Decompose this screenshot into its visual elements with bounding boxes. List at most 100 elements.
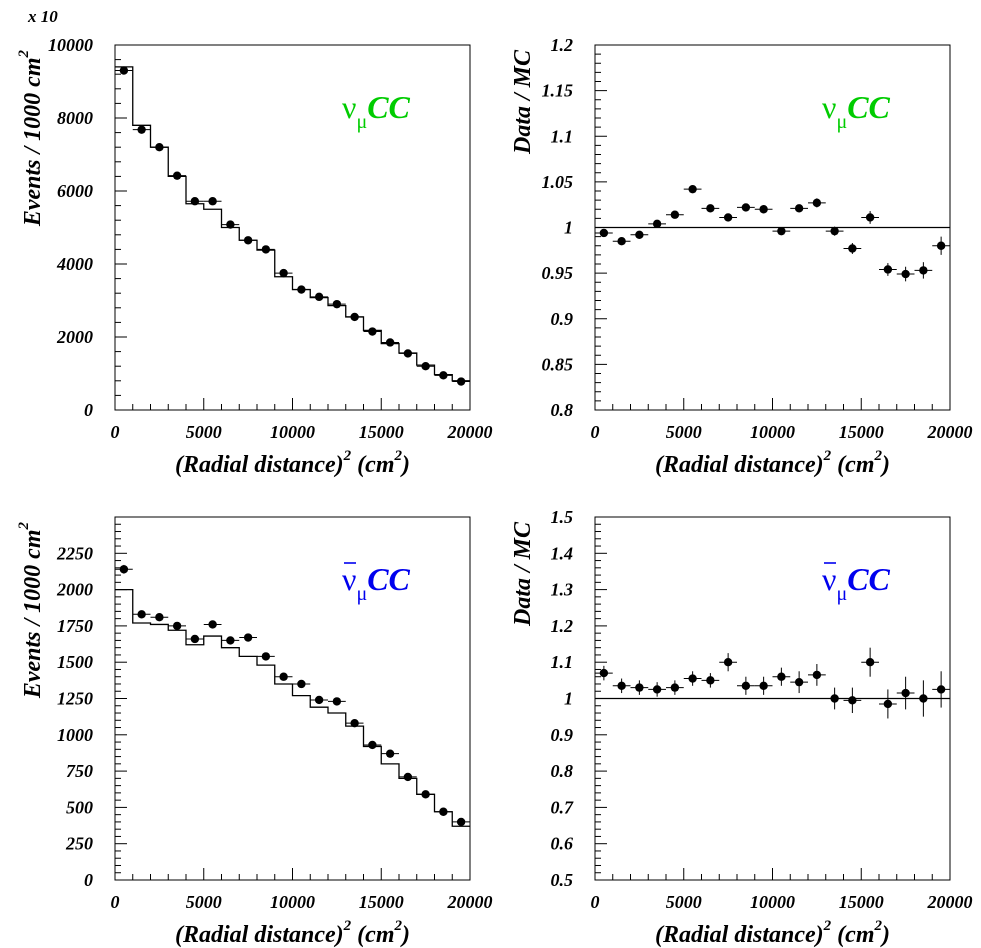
y-tick-label: 0.8: [551, 400, 574, 420]
x-tick-label: 10000: [750, 892, 795, 912]
x-tick-label: 5000: [666, 892, 702, 912]
x-axis-label-unit: (cm: [831, 452, 874, 478]
plot-frame: [114, 516, 471, 881]
y-axis-label: Events / 1000 cm2: [16, 50, 46, 228]
data-point: [688, 674, 697, 683]
data-point: [456, 817, 466, 827]
x-axis-label: (Radial distance)2 (cm2): [175, 918, 410, 948]
data-point: [190, 634, 200, 644]
x-axis-label-unit-sup: 2: [393, 448, 402, 464]
data-point: [385, 338, 395, 347]
process-label: νμCC: [822, 561, 891, 605]
y-tick-label: 250: [65, 834, 93, 854]
x-axis-label-unit: (cm: [351, 452, 394, 478]
x-axis-label-sup: 2: [343, 918, 352, 934]
y-tick-label: 1: [564, 218, 573, 238]
process-label-rest: CC: [847, 561, 890, 597]
data-point: [919, 694, 928, 703]
panel-numu-events: 0 5000 10000 15000 20000 0 2000 4000 6000 8000 100…: [16, 7, 493, 478]
data-point: [332, 697, 342, 706]
data-point: [439, 371, 448, 380]
data-point: [865, 658, 875, 667]
x-axis-label-sup: 2: [823, 448, 832, 464]
data-point: [243, 236, 253, 245]
data-point: [172, 621, 182, 631]
data-point: [901, 269, 910, 279]
data-point: [368, 740, 377, 750]
x-axis-label-main: (Radial distance): [175, 922, 344, 948]
data-point: [261, 245, 271, 254]
process-label-sub: μ: [836, 111, 847, 133]
data-point: [155, 612, 164, 622]
data-point: [350, 312, 359, 322]
data-point: [350, 718, 359, 728]
process-label-rest: CC: [847, 89, 890, 125]
data-point: [297, 285, 306, 294]
x-axis-label-sup: 2: [343, 448, 352, 464]
x-tick-label: 20000: [927, 422, 973, 442]
panel-numubar-ratio: 0 5000 10000 15000 20000 0.5 0.6 0.7 0.8 0.9 1 1.1 1…: [510, 507, 973, 948]
data-point: [865, 213, 875, 222]
data-point: [652, 219, 662, 229]
data-point: [190, 197, 200, 206]
y-tick-label: 0: [84, 400, 93, 420]
data-point: [617, 236, 626, 246]
x-tick-label: 15000: [839, 892, 884, 912]
y-tick-label: 6000: [57, 181, 93, 201]
y-axis-label-main: Events / 1000 cm: [20, 530, 46, 700]
y-axis-label-main: Data / MC: [510, 49, 536, 155]
x-axis-label-sup: 2: [823, 918, 832, 934]
process-label-sub: μ: [356, 583, 367, 605]
data-point: [723, 213, 733, 222]
data-point: [706, 204, 715, 213]
data-point: [421, 362, 430, 371]
data-point: [599, 668, 609, 678]
data-point: [759, 205, 768, 214]
y-tick-label: 1500: [57, 652, 93, 672]
scale-note: x 10: [27, 7, 58, 26]
panel-numubar-events: 0 5000 10000 15000 20000 0 250 500 750 1000 1250 15…: [16, 516, 493, 948]
x-tick-label: 0: [591, 422, 600, 442]
data-point: [314, 292, 324, 302]
y-tick-label: 1: [564, 689, 573, 709]
data-point: [777, 672, 786, 681]
x-tick-label: 5000: [666, 422, 702, 442]
x-axis-label: (Radial distance)2 (cm2): [655, 918, 890, 948]
data-point: [777, 226, 786, 236]
data-point: [332, 299, 342, 309]
y-tick-label: 1.4: [551, 543, 574, 563]
x-tick-label: 0: [591, 892, 600, 912]
data-point: [226, 220, 235, 229]
data-point: [759, 681, 768, 690]
data-point: [635, 683, 644, 692]
y-tick-label: 1.1: [551, 126, 574, 146]
process-label-rest: CC: [367, 89, 410, 125]
data-point: [137, 125, 146, 134]
y-tick-label: 0.85: [542, 354, 574, 374]
data-point: [617, 681, 626, 690]
y-tick-label: 2000: [56, 580, 93, 600]
y-tick-label: 1750: [57, 616, 93, 636]
y-tick-label: 500: [66, 797, 93, 817]
data-point: [599, 228, 609, 238]
data-point: [261, 652, 271, 661]
data-point: [794, 677, 804, 687]
x-axis-label-unit: (cm: [351, 922, 394, 948]
panel-numu-ratio: 0 5000 10000 15000 20000 0.8 0.85 0.9 0.95 1 1.05 1…: [510, 35, 973, 478]
data-point: [919, 266, 928, 275]
process-label: νμCC: [342, 89, 411, 133]
process-label-sub: μ: [836, 583, 847, 605]
data-point: [723, 658, 733, 667]
data-point: [936, 685, 946, 694]
x-tick-label: 15000: [839, 422, 884, 442]
y-tick-label: 1000: [57, 725, 93, 745]
y-tick-label: 750: [66, 761, 93, 781]
data-point: [279, 268, 288, 278]
x-tick-label: 0: [111, 422, 120, 442]
data-point: [883, 265, 893, 274]
process-label-rest: CC: [367, 561, 410, 597]
y-tick-label: 1.1: [551, 652, 574, 672]
y-tick-label: 0.7: [551, 797, 575, 817]
x-tick-label: 20000: [447, 422, 493, 442]
data-point: [297, 679, 306, 689]
